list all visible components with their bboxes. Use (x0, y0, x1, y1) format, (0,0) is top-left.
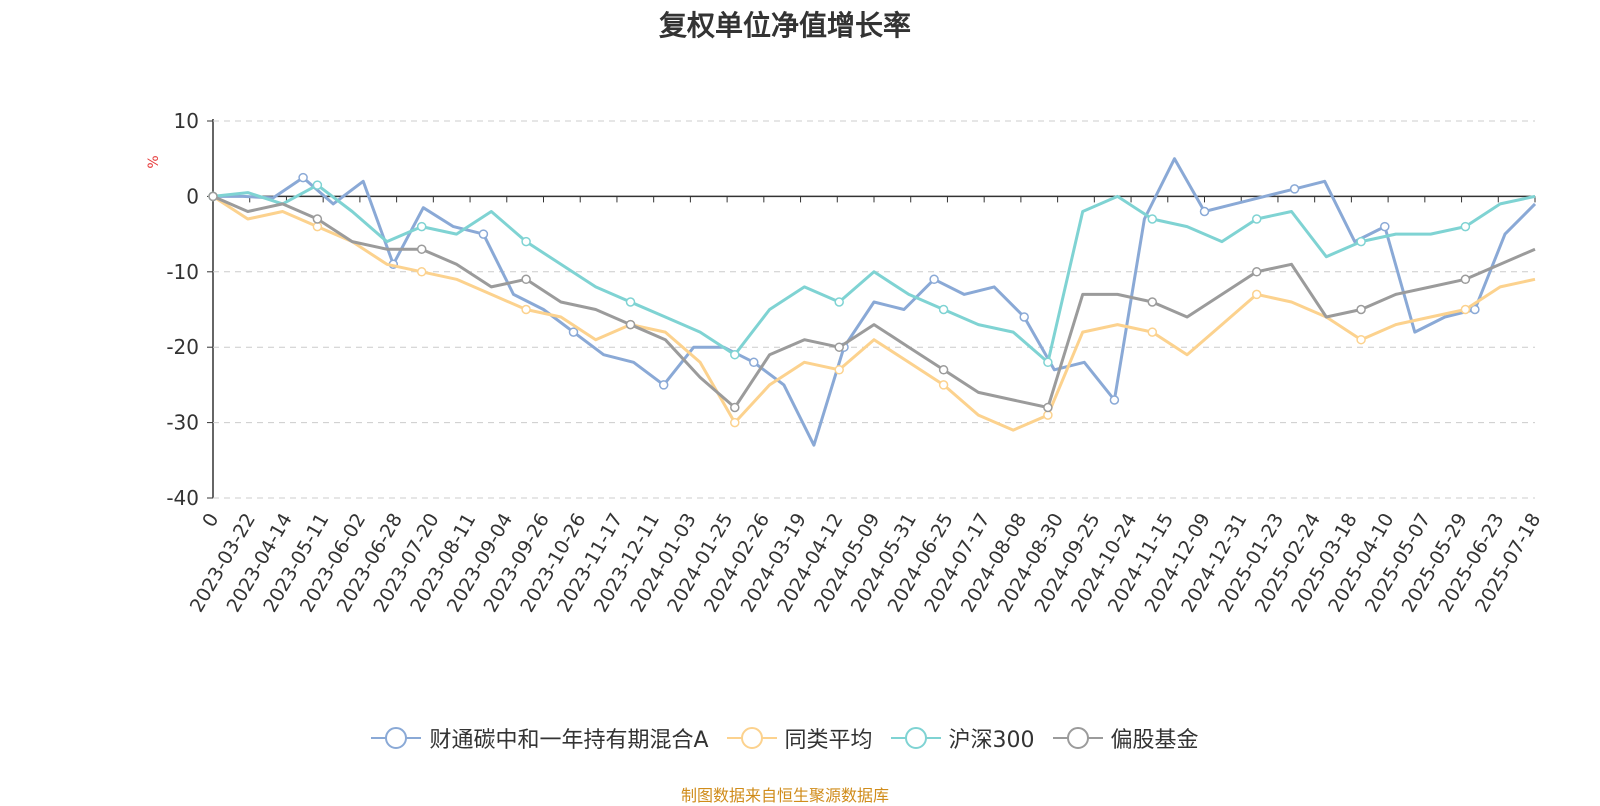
data-point (749, 357, 759, 368)
data-point (1470, 304, 1480, 315)
data-point (1251, 214, 1262, 224)
data-point (625, 319, 636, 330)
data-point (416, 221, 427, 232)
data-point (1043, 357, 1053, 368)
data-point (938, 380, 949, 390)
y-tick-label: 10 (174, 109, 199, 133)
series-line (213, 157, 1537, 447)
data-point (1147, 214, 1158, 224)
data-point (658, 380, 669, 390)
legend-item[interactable]: 财通碳中和一年持有期混合A (371, 722, 709, 754)
legend-label: 财通碳中和一年持有期混合A (429, 728, 709, 753)
data-point (416, 244, 427, 254)
data-point (1356, 334, 1366, 345)
data-point (1109, 395, 1120, 405)
legend-item[interactable]: 沪深300 (890, 722, 1035, 754)
legend-item[interactable]: 偏股基金 (1052, 722, 1199, 754)
data-point (298, 172, 308, 183)
legend-marker-icon (371, 727, 422, 749)
series-line (212, 195, 1536, 432)
data-point (1380, 221, 1390, 232)
x-tick-label: 0 (198, 510, 223, 531)
y-tick-label: -10 (166, 260, 199, 284)
legend-item[interactable]: 同类平均 (726, 722, 873, 754)
data-point (416, 267, 427, 277)
data-point (730, 402, 740, 413)
data-point (521, 236, 531, 247)
data-point (834, 297, 844, 307)
series-line (212, 183, 1536, 364)
data-point (312, 214, 323, 224)
legend-marker-icon (1052, 727, 1103, 749)
legend-marker-icon (726, 727, 777, 749)
y-axis-unit: % (146, 155, 162, 168)
data-point (1460, 274, 1471, 285)
data-point (208, 191, 218, 202)
data-point (521, 304, 531, 315)
legend-label: 沪深300 (948, 728, 1035, 753)
data-point (929, 274, 939, 285)
legend: 财通碳中和一年持有期混合A 同类平均 沪深300 偏股基金 (0, 722, 1570, 754)
data-point (312, 180, 323, 190)
line-chart: 100-10-20-30-40%02023-03-222023-04-14202… (146, 109, 1545, 616)
data-point (1019, 312, 1029, 322)
data-point (1043, 410, 1053, 420)
data-point (730, 417, 740, 428)
data-point (521, 274, 531, 285)
data-point (834, 342, 844, 352)
data-point (625, 297, 636, 307)
y-tick-label: -20 (166, 335, 199, 359)
data-point (1147, 297, 1158, 307)
y-tick-label: 0 (186, 184, 199, 208)
legend-label: 偏股基金 (1110, 728, 1199, 753)
y-tick-label: -30 (166, 411, 199, 435)
series-line (212, 195, 1536, 409)
data-point (1289, 184, 1300, 194)
data-point (1147, 327, 1158, 337)
data-point (730, 349, 740, 360)
chart-title: 复权单位净值增长率 (658, 9, 911, 42)
data-point (1199, 206, 1210, 217)
data-point (312, 221, 323, 232)
data-point (1356, 236, 1366, 247)
y-tick-label: -40 (166, 486, 199, 510)
data-point (1460, 304, 1471, 315)
legend-marker-icon (890, 727, 941, 749)
legend-label: 同类平均 (784, 728, 873, 753)
data-point (1460, 221, 1471, 232)
data-point (1043, 402, 1053, 413)
data-source-note: 制图数据来自恒生聚源数据库 (680, 786, 889, 805)
data-point (834, 365, 844, 375)
data-point (1251, 267, 1262, 277)
data-point (938, 365, 949, 375)
data-point (478, 229, 489, 239)
data-point (938, 304, 949, 315)
data-point (1356, 304, 1366, 315)
data-point (568, 327, 579, 337)
data-point (1251, 289, 1262, 300)
